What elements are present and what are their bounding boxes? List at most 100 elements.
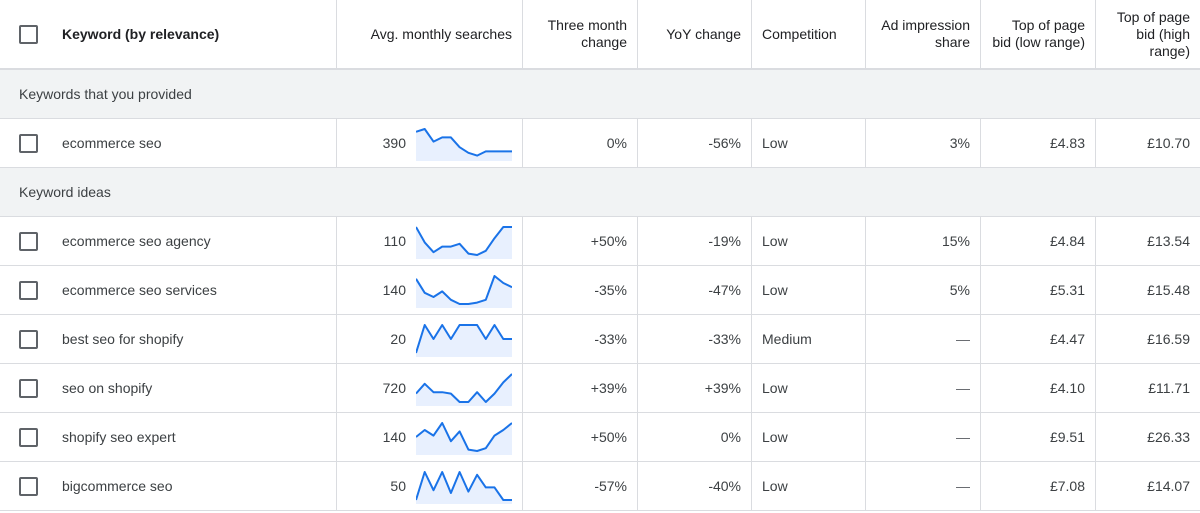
row-checkbox[interactable] [19, 378, 38, 398]
avg-monthly-cell: 720 [337, 364, 523, 412]
provided-keywords-body: ecommerce seo 390 0% -56% Low 3% £4.83 £10.70 [0, 119, 1200, 168]
table-row[interactable]: ecommerce seo services 140 -35% -47% Low 5% £5… [0, 266, 1200, 315]
competition-cell: Low [752, 119, 866, 167]
header-bid-high[interactable]: Top of page bid (high range) [1096, 0, 1200, 68]
avg-monthly-value: 140 [382, 282, 406, 298]
row-checkbox[interactable] [19, 329, 38, 349]
trend-area [416, 472, 512, 504]
competition-cell: Low [752, 462, 866, 510]
keyword-cell: ecommerce seo agency [0, 217, 337, 265]
bid-high-cell: £26.33 [1096, 413, 1200, 461]
trend-line [416, 422, 512, 452]
ad-impression-value: — [956, 380, 970, 396]
avg-monthly-cell: 110 [337, 217, 523, 265]
keyword-text: best seo for shopify [62, 331, 184, 347]
trend-sparkline [416, 275, 512, 308]
three-month-change-cell: +50% [523, 413, 638, 461]
select-all-checkbox[interactable] [19, 24, 38, 44]
header-ad-impression-share[interactable]: Ad impression share [866, 0, 981, 68]
trend-line [416, 226, 512, 256]
group-label-provided: Keywords that you provided [19, 86, 192, 102]
bid-low-cell: £4.47 [981, 315, 1096, 363]
competition-value: Low [762, 429, 788, 445]
group-row-provided: Keywords that you provided [0, 70, 1200, 119]
keyword-text: shopify seo expert [62, 429, 176, 445]
keyword-text: ecommerce seo services [62, 282, 217, 298]
yoy-change-cell: -40% [638, 462, 752, 510]
keyword-cell: ecommerce seo [0, 119, 337, 167]
trend-area [416, 276, 512, 308]
three-month-change-cell: +39% [523, 364, 638, 412]
bid-low-cell: £9.51 [981, 413, 1096, 461]
bid-low-cell: £4.84 [981, 217, 1096, 265]
keyword-text: seo on shopify [62, 380, 153, 396]
trend-line [416, 128, 512, 157]
avg-monthly-cell: 140 [337, 413, 523, 461]
table-row[interactable]: ecommerce seo 390 0% -56% Low 3% £4.83 £10.70 [0, 119, 1200, 168]
keyword-text: ecommerce seo [62, 135, 162, 151]
trend-area [416, 325, 512, 357]
trend-line [416, 471, 512, 501]
ad-impression-cell: 5% [866, 266, 981, 314]
table-header-row: Keyword (by relevance) Avg. monthly sear… [0, 0, 1200, 70]
keyword-cell: ecommerce seo services [0, 266, 337, 314]
header-bid-low[interactable]: Top of page bid (low range) [981, 0, 1096, 68]
ad-impression-cell: — [866, 364, 981, 412]
three-month-change-cell: -33% [523, 315, 638, 363]
table-row[interactable]: seo on shopify 720 +39% +39% Low — £4.10 £11.71 [0, 364, 1200, 413]
header-keyword[interactable]: Keyword (by relevance) [0, 0, 337, 68]
three-month-change-cell: -35% [523, 266, 638, 314]
row-checkbox[interactable] [19, 476, 38, 496]
header-three-month-change[interactable]: Three month change [523, 0, 638, 68]
bid-low-cell: £7.08 [981, 462, 1096, 510]
yoy-value: -19% [708, 233, 741, 249]
table-row[interactable]: ecommerce seo agency 110 +50% -19% Low 15% £4.… [0, 217, 1200, 266]
group-row-ideas: Keyword ideas [0, 168, 1200, 217]
bid-low-cell: £5.31 [981, 266, 1096, 314]
competition-value: Low [762, 135, 788, 151]
trend-area [416, 227, 512, 259]
bid-low-cell: £4.10 [981, 364, 1096, 412]
header-keyword-label: Keyword (by relevance) [62, 25, 220, 42]
avg-monthly-value: 390 [382, 135, 406, 151]
table-row[interactable]: bigcommerce seo 50 -57% -40% Low — £7.08 £14.07 [0, 462, 1200, 511]
bid-high-value: £11.71 [1148, 380, 1190, 396]
header-yoy-label: YoY change [666, 25, 741, 42]
table-row[interactable]: best seo for shopify 20 -33% -33% Medium — £4.… [0, 315, 1200, 364]
ad-impression-cell: — [866, 315, 981, 363]
bid-high-cell: £11.71 [1096, 364, 1200, 412]
bid-high-value: £13.54 [1147, 233, 1190, 249]
trend-sparkline [416, 373, 512, 406]
competition-cell: Low [752, 413, 866, 461]
yoy-change-cell: -33% [638, 315, 752, 363]
yoy-change-cell: +39% [638, 364, 752, 412]
header-yoy-change[interactable]: YoY change [638, 0, 752, 68]
row-checkbox[interactable] [19, 231, 38, 251]
keyword-ideas-body: ecommerce seo agency 110 +50% -19% Low 15% £4.… [0, 217, 1200, 511]
bid-high-cell: £16.59 [1096, 315, 1200, 363]
bid-high-value: £10.70 [1147, 135, 1190, 151]
competition-cell: Low [752, 217, 866, 265]
yoy-value: 0% [720, 429, 741, 445]
keyword-cell: bigcommerce seo [0, 462, 337, 510]
avg-monthly-value: 720 [382, 380, 406, 396]
header-avg-monthly-searches[interactable]: Avg. monthly searches [337, 0, 523, 68]
competition-value: Low [762, 380, 788, 396]
header-competition[interactable]: Competition [752, 0, 866, 68]
row-checkbox[interactable] [19, 280, 38, 300]
trend-sparkline [416, 324, 512, 357]
ad-impression-cell: 15% [866, 217, 981, 265]
three-month-value: 0% [606, 135, 627, 151]
competition-cell: Low [752, 364, 866, 412]
yoy-value: -40% [708, 478, 741, 494]
table-row[interactable]: shopify seo expert 140 +50% 0% Low — £9.51 £26.… [0, 413, 1200, 462]
avg-monthly-value: 50 [390, 478, 406, 494]
avg-monthly-cell: 390 [337, 119, 523, 167]
row-checkbox[interactable] [19, 427, 38, 447]
ad-impression-value: — [956, 478, 970, 494]
header-three-label: Three month change [547, 17, 627, 50]
header-comp-label: Competition [762, 25, 837, 42]
ad-impression-value: 3% [949, 135, 970, 151]
row-checkbox[interactable] [19, 133, 38, 153]
